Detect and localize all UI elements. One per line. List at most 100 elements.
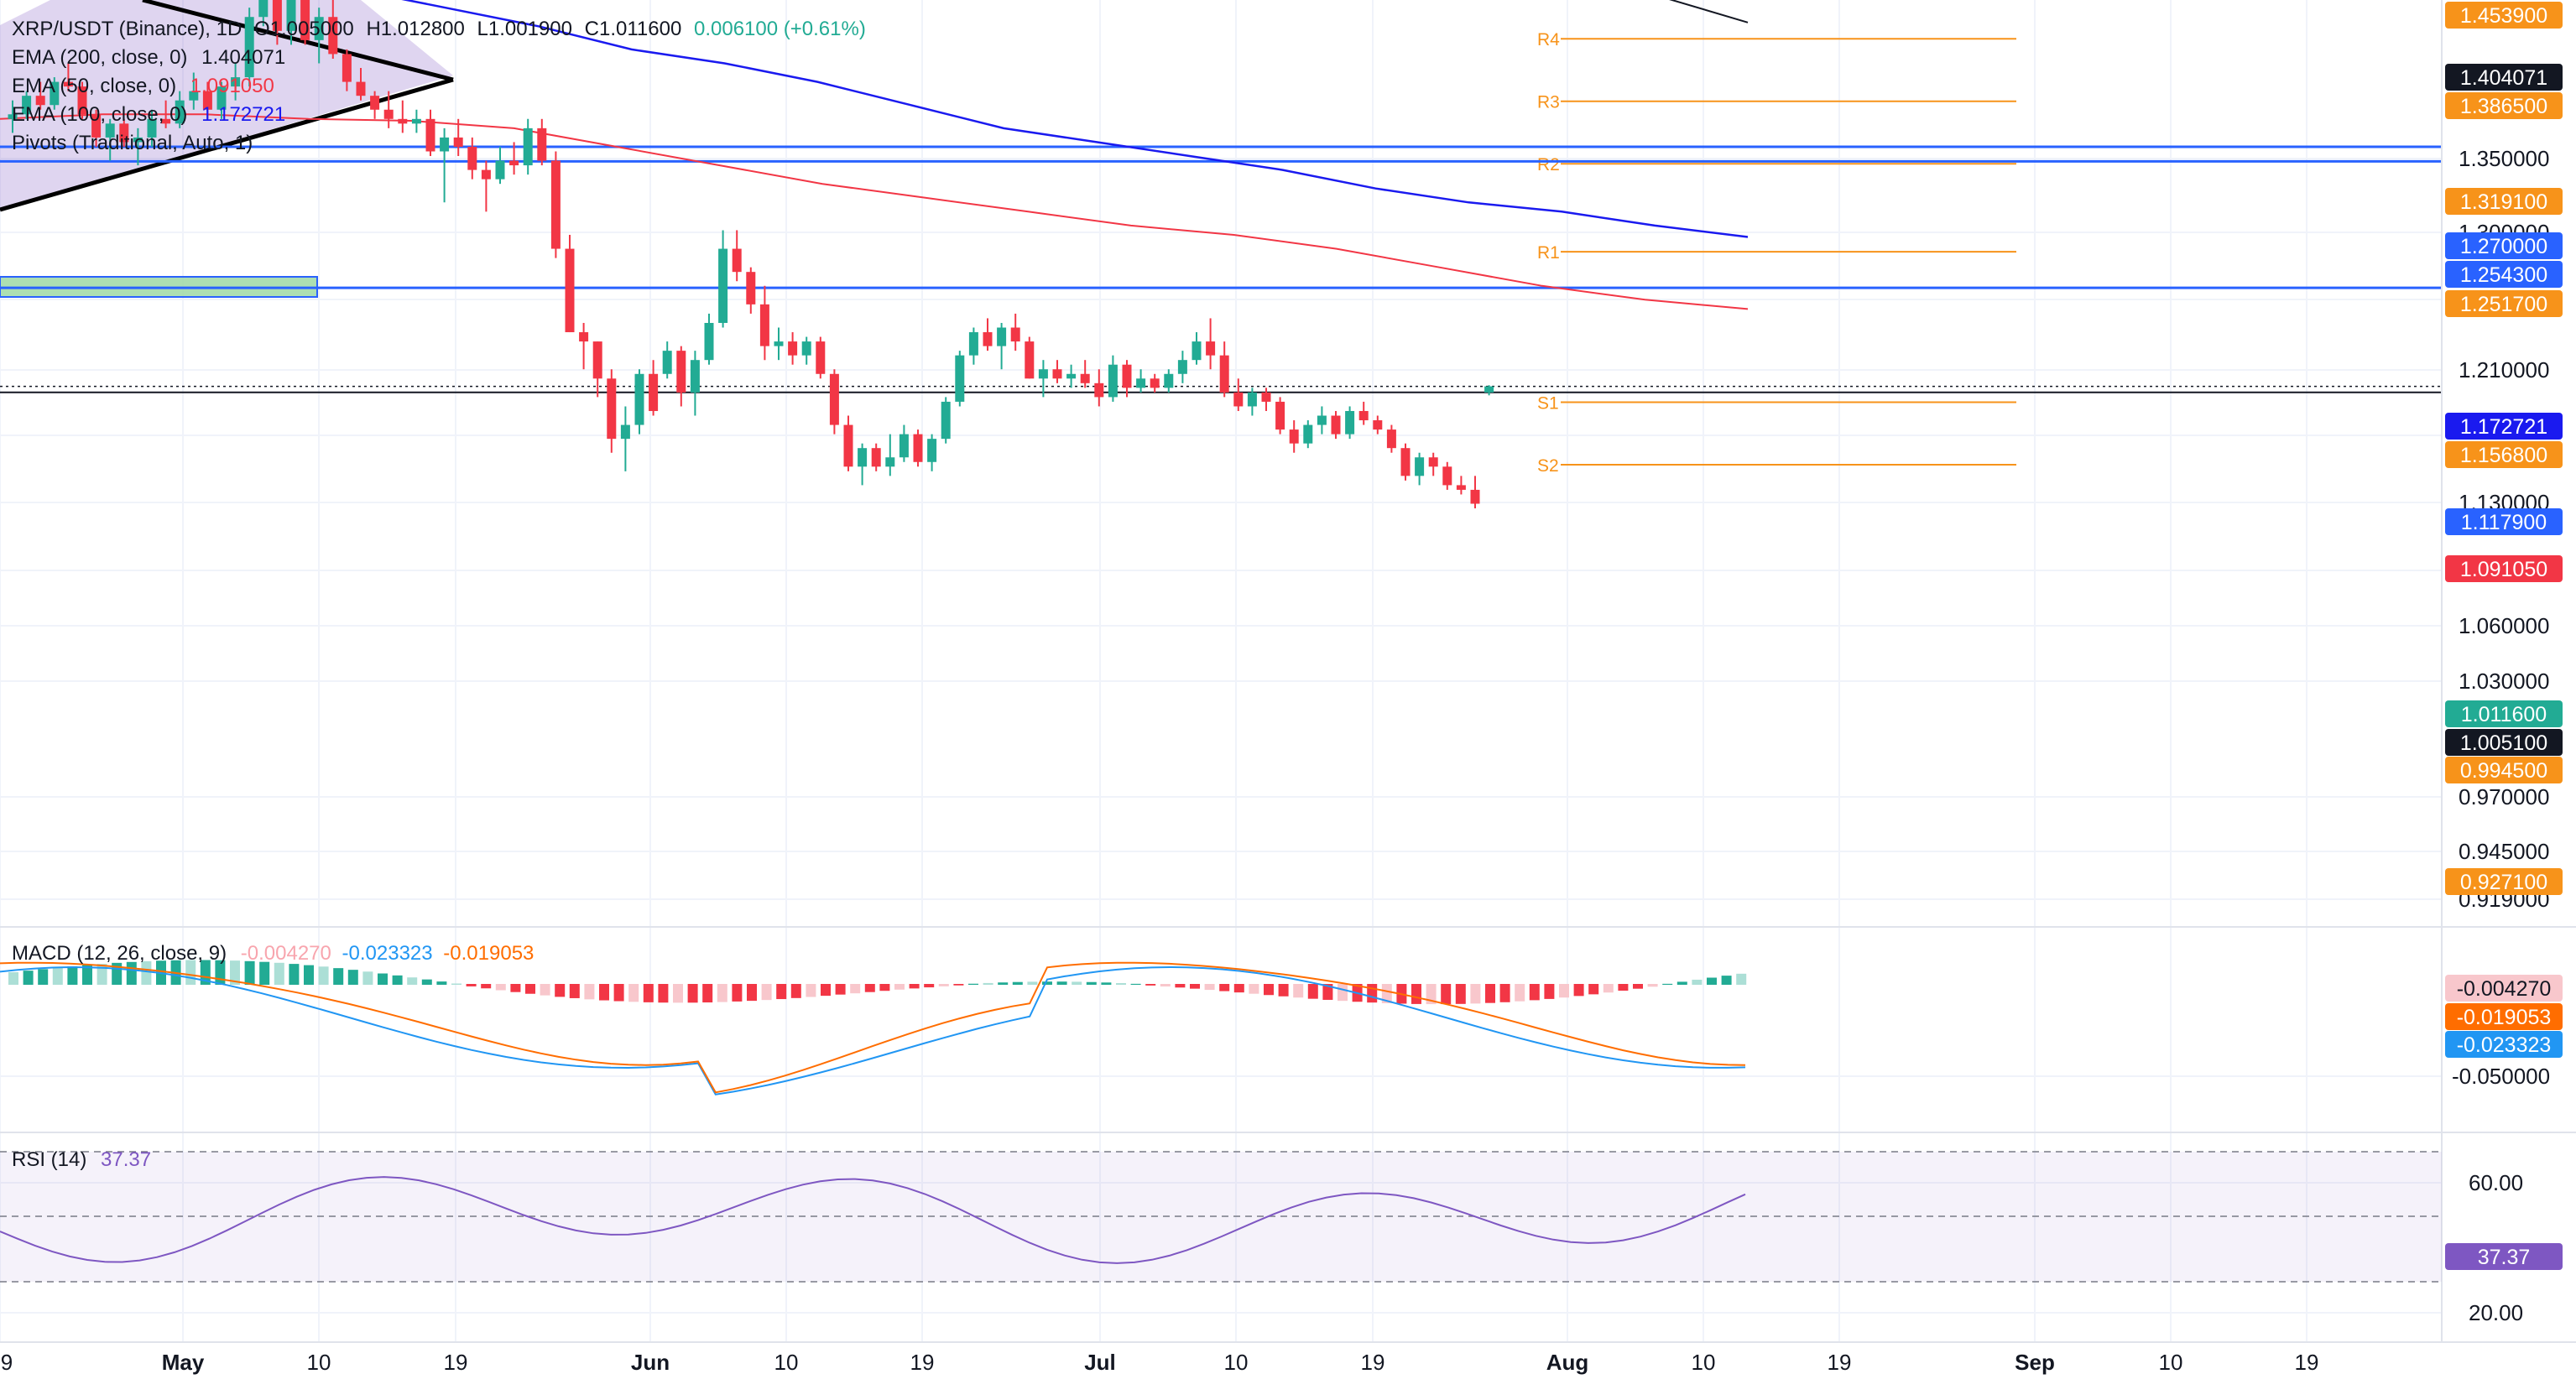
candle-body[interactable] [1025,341,1035,379]
candle-body[interactable] [63,81,73,87]
candle-body[interactable] [1442,466,1452,486]
candle-body[interactable] [161,118,171,124]
candle-body[interactable] [676,351,686,393]
candle-body[interactable] [620,424,630,440]
candle-body[interactable] [175,100,185,124]
candle-body[interactable] [801,341,811,356]
candle-body[interactable] [550,160,561,249]
candle-body[interactable] [1233,392,1244,407]
candle-body[interactable] [871,448,881,467]
candle-body[interactable] [634,373,644,425]
candle-body[interactable] [690,360,700,393]
candle-body[interactable] [244,17,254,78]
candle-body[interactable] [77,86,87,115]
candle-body[interactable] [8,114,18,119]
candle-body[interactable] [788,341,798,356]
candle-body[interactable] [147,118,157,138]
candle-body[interactable] [22,96,32,115]
candle-body[interactable] [1275,401,1285,430]
candle-body[interactable] [300,0,310,40]
candle-body[interactable] [495,160,505,180]
candle-body[interactable] [1386,429,1396,449]
candle-body[interactable] [1206,341,1216,356]
candle-body[interactable] [216,86,227,110]
candle-body[interactable] [50,81,60,106]
candle-body[interactable] [481,169,491,180]
candle-body[interactable] [425,118,435,152]
candle-body[interactable] [35,96,45,106]
candle-body[interactable] [983,332,993,346]
candle-body[interactable] [858,448,868,467]
candle-body[interactable] [997,327,1007,346]
candle-body[interactable] [537,128,547,161]
candlesticks[interactable] [8,0,1494,509]
candle-body[interactable] [1192,341,1202,361]
candle-body[interactable] [565,248,575,333]
candle-body[interactable] [1010,327,1020,342]
candle-body[interactable] [579,332,589,342]
candle-body[interactable] [1345,410,1355,435]
candle-body[interactable] [286,0,296,31]
candle-body[interactable] [370,96,380,110]
candle-body[interactable] [1150,378,1160,388]
candle-body[interactable] [843,424,853,467]
candle-body[interactable] [231,77,241,87]
candle-body[interactable] [119,123,129,143]
candle-body[interactable] [105,123,115,138]
candle-body[interactable] [968,332,978,356]
candle-body[interactable] [829,373,839,425]
candle-body[interactable] [662,351,672,374]
candle-body[interactable] [1164,373,1174,388]
candle-body[interactable] [899,434,909,458]
candle-body[interactable] [1400,448,1411,476]
candle-body[interactable] [1317,415,1327,425]
candle-body[interactable] [1094,383,1104,398]
candle-body[interactable] [523,128,533,166]
candle-body[interactable] [1038,369,1048,379]
candle-body[interactable] [189,91,199,101]
candle-body[interactable] [1373,420,1383,430]
candle-body[interactable] [258,0,269,18]
candle-body[interactable] [272,0,282,31]
candle-body[interactable] [91,114,102,138]
candle-body[interactable] [1303,424,1313,444]
candle-body[interactable] [440,137,450,152]
candle-body[interactable] [356,81,366,96]
candle-body[interactable] [1122,364,1132,388]
candle-body[interactable] [328,17,338,55]
candle-body[interactable] [398,118,408,124]
candle-body[interactable] [1136,378,1146,388]
candle-body[interactable] [746,272,756,304]
candle-body[interactable] [774,341,784,346]
candle-body[interactable] [941,401,951,440]
candle-body[interactable] [202,91,212,110]
candle-body[interactable] [592,341,602,379]
candle-body[interactable] [1456,485,1466,490]
candle-body[interactable] [1080,373,1090,383]
candle-body[interactable] [955,355,965,402]
candle-body[interactable] [1289,429,1299,444]
candle-body[interactable] [816,341,826,374]
candle-body[interactable] [704,322,714,361]
candle-body[interactable] [1052,369,1062,379]
candle-body[interactable] [1177,360,1187,374]
candle-body[interactable] [1108,364,1118,398]
candle-body[interactable] [1247,392,1257,407]
candle-body[interactable] [885,457,895,467]
candle-body[interactable] [509,160,519,166]
candle-body[interactable] [467,146,477,170]
candle-body[interactable] [913,434,923,462]
candle-body[interactable] [342,54,352,82]
candle-body[interactable] [607,378,617,440]
candle-body[interactable] [1428,457,1438,467]
time-axis[interactable]: 9 May 10 19 Jun 10 19 Jul 10 19 Aug 10 19 Sep 10 19 [1,1350,2319,1375]
candle-body[interactable] [732,248,742,273]
candle-body[interactable] [314,17,324,40]
candle-body[interactable] [927,439,937,462]
candle-body[interactable] [453,137,463,147]
candle-body[interactable] [1261,392,1271,402]
rsi-pane[interactable] [0,1151,2442,1283]
candle-body[interactable] [1219,355,1229,393]
candle-body[interactable] [649,373,659,411]
